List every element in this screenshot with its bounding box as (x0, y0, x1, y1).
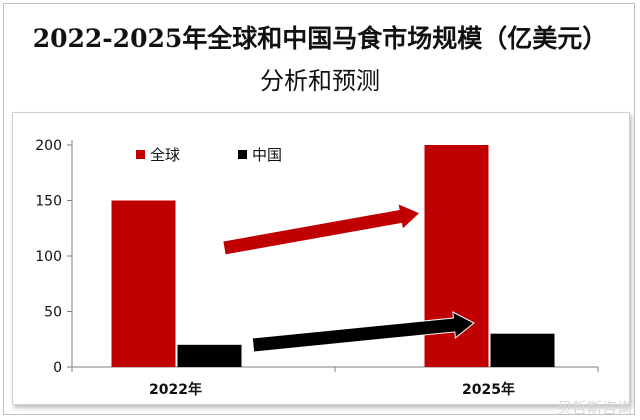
chart-title-line2: 分析和预测 (260, 67, 380, 95)
x-category-label: 2025年 (462, 381, 515, 398)
y-tick-label: 200 (35, 138, 62, 154)
legend: 全球 中国 (136, 146, 282, 164)
chart-title-line1: 2022-2025年全球和中国马食市场规模（亿美元） (32, 24, 608, 53)
legend-swatch (136, 150, 145, 159)
legend-label: 全球 (150, 146, 180, 164)
bar-china (177, 344, 242, 367)
growth-arrows (222, 202, 475, 353)
y-axis: 0 50 100 150 200 (35, 138, 73, 376)
legend-swatch (238, 150, 247, 159)
y-tick-label: 150 (35, 194, 62, 210)
y-tick-label: 100 (35, 249, 62, 265)
x-axis: 2022年 2025年 (71, 366, 599, 398)
growth-arrow-global (222, 202, 421, 256)
bar-china (490, 333, 555, 367)
growth-arrow-china (251, 311, 475, 353)
y-tick-label: 50 (44, 305, 62, 321)
bar-global (111, 200, 176, 367)
y-tick-label: 0 (53, 360, 62, 376)
legend-label: 中国 (252, 146, 282, 164)
x-category-label: 2022年 (149, 381, 202, 398)
watermark-text: 贝哲斯咨询 (556, 399, 632, 417)
